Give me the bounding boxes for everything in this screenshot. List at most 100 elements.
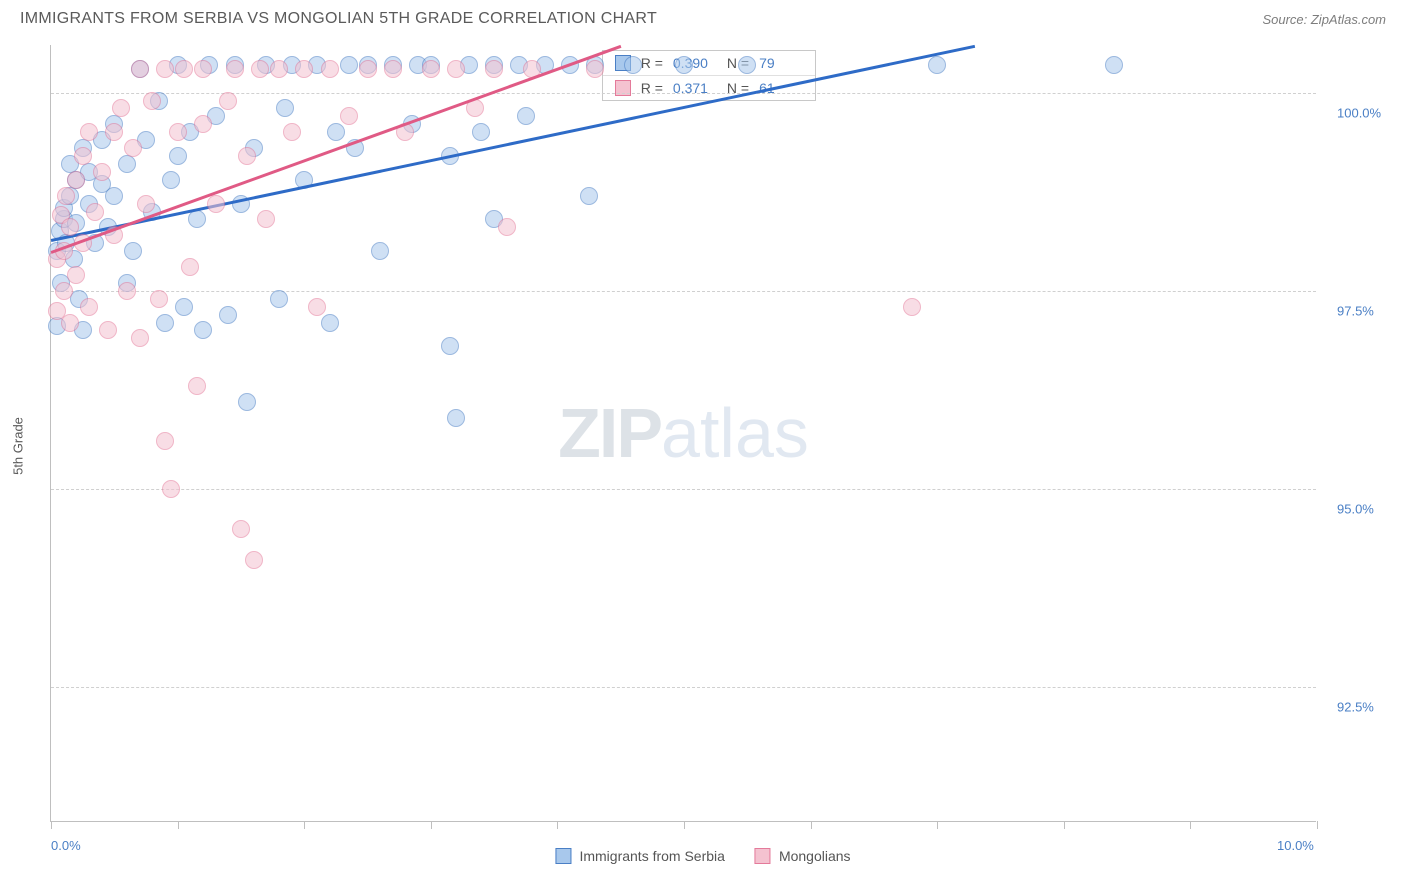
y-tick-label: 100.0%: [1337, 105, 1381, 120]
data-point: [238, 393, 256, 411]
data-point: [586, 60, 604, 78]
data-point: [447, 60, 465, 78]
x-tick: [1064, 821, 1065, 829]
legend-swatch: [615, 80, 631, 96]
data-point: [169, 147, 187, 165]
data-point: [156, 432, 174, 450]
x-tick: [1190, 821, 1191, 829]
data-point: [384, 60, 402, 78]
data-point: [67, 171, 85, 189]
y-tick-label: 97.5%: [1337, 303, 1374, 318]
stat-n-value: 79: [759, 55, 803, 71]
legend-label: Mongolians: [779, 848, 851, 864]
legend: Immigrants from Serbia Mongolians: [555, 848, 850, 864]
data-point: [61, 218, 79, 236]
data-point: [131, 60, 149, 78]
data-point: [580, 187, 598, 205]
data-point: [99, 321, 117, 339]
data-point: [447, 409, 465, 427]
scatter-chart: ZIPatlas R =0.390N =79R =0.371N =61 92.5…: [50, 45, 1316, 822]
data-point: [188, 377, 206, 395]
legend-item: Mongolians: [755, 848, 851, 864]
data-point: [308, 298, 326, 316]
data-point: [137, 195, 155, 213]
data-point: [371, 242, 389, 260]
source-label: Source: ZipAtlas.com: [1262, 12, 1386, 27]
data-point: [112, 99, 130, 117]
gridline: [51, 687, 1316, 688]
data-point: [928, 56, 946, 74]
x-tick: [811, 821, 812, 829]
data-point: [55, 282, 73, 300]
data-point: [219, 92, 237, 110]
x-tick: [557, 821, 558, 829]
data-point: [61, 314, 79, 332]
data-point: [188, 210, 206, 228]
y-tick-label: 92.5%: [1337, 700, 1374, 715]
data-point: [903, 298, 921, 316]
legend-label: Immigrants from Serbia: [579, 848, 724, 864]
data-point: [624, 56, 642, 74]
x-tick: [304, 821, 305, 829]
x-tick: [431, 821, 432, 829]
data-point: [207, 195, 225, 213]
data-point: [675, 56, 693, 74]
data-point: [485, 60, 503, 78]
data-point: [257, 210, 275, 228]
data-point: [105, 123, 123, 141]
data-point: [124, 242, 142, 260]
data-point: [245, 551, 263, 569]
data-point: [156, 60, 174, 78]
data-point: [226, 60, 244, 78]
data-point: [238, 147, 256, 165]
data-point: [738, 56, 756, 74]
legend-swatch: [555, 848, 571, 864]
data-point: [194, 60, 212, 78]
data-point: [93, 163, 111, 181]
data-point: [124, 139, 142, 157]
data-point: [276, 99, 294, 117]
data-point: [270, 290, 288, 308]
data-point: [232, 520, 250, 538]
stat-r-label: R =: [641, 55, 663, 71]
data-point: [86, 203, 104, 221]
data-point: [327, 123, 345, 141]
gridline: [51, 291, 1316, 292]
gridline: [51, 93, 1316, 94]
x-tick: [937, 821, 938, 829]
y-tick-label: 95.0%: [1337, 502, 1374, 517]
data-point: [118, 155, 136, 173]
x-tick: [51, 821, 52, 829]
data-point: [143, 92, 161, 110]
chart-title: IMMIGRANTS FROM SERBIA VS MONGOLIAN 5TH …: [20, 10, 657, 28]
x-tick: [684, 821, 685, 829]
gridline: [51, 489, 1316, 490]
data-point: [340, 107, 358, 125]
data-point: [80, 123, 98, 141]
data-point: [472, 123, 490, 141]
data-point: [67, 266, 85, 284]
legend-swatch: [755, 848, 771, 864]
data-point: [321, 60, 339, 78]
data-point: [219, 306, 237, 324]
data-point: [181, 258, 199, 276]
data-point: [57, 187, 75, 205]
legend-item: Immigrants from Serbia: [555, 848, 724, 864]
data-point: [156, 314, 174, 332]
data-point: [283, 123, 301, 141]
data-point: [321, 314, 339, 332]
x-tick-label: 0.0%: [51, 838, 81, 853]
stat-r-label: R =: [641, 80, 663, 96]
data-point: [80, 298, 98, 316]
data-point: [118, 282, 136, 300]
data-point: [162, 480, 180, 498]
data-point: [194, 115, 212, 133]
data-point: [194, 321, 212, 339]
watermark: ZIPatlas: [558, 393, 809, 473]
data-point: [131, 329, 149, 347]
data-point: [175, 60, 193, 78]
data-point: [1105, 56, 1123, 74]
data-point: [105, 187, 123, 205]
data-point: [175, 298, 193, 316]
data-point: [498, 218, 516, 236]
